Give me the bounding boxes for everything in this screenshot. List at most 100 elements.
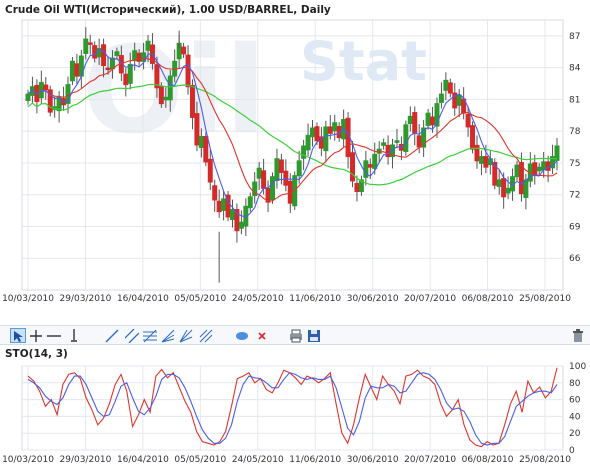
sto-y-tick-label: 0 bbox=[569, 446, 575, 454]
print-icon[interactable] bbox=[288, 328, 304, 343]
candle-down bbox=[327, 126, 333, 134]
save-icon[interactable] bbox=[306, 328, 322, 343]
candle-down bbox=[354, 182, 360, 193]
crosshair-tool-icon[interactable] bbox=[28, 328, 44, 343]
ma-mid-line bbox=[27, 58, 558, 202]
vertical-line-tool-icon[interactable] bbox=[66, 328, 82, 343]
cycle-tool-icon[interactable] bbox=[198, 328, 214, 343]
sto-x-tick-label: 16/04/2010 bbox=[116, 455, 169, 465]
price-y-tick-label: 78 bbox=[569, 127, 581, 137]
sto-x-tick-label: 20/07/2010 bbox=[404, 455, 457, 465]
candle-down bbox=[47, 89, 53, 113]
candle-up bbox=[83, 38, 89, 54]
price-y-tick-label: 72 bbox=[569, 191, 580, 201]
candle-up bbox=[536, 166, 542, 172]
candle-up bbox=[394, 140, 400, 143]
candle-up bbox=[310, 127, 316, 138]
trash-icon[interactable] bbox=[570, 328, 586, 343]
candle-up bbox=[198, 135, 204, 148]
stochastic-chart[interactable]: 100 80 60 40 20 0 bbox=[0, 358, 590, 454]
sto-x-tick-label: 06/08/2010 bbox=[461, 455, 514, 465]
candle-up bbox=[229, 209, 235, 220]
candle-down bbox=[492, 162, 498, 186]
sto-y-tick-label: 20 bbox=[569, 429, 581, 439]
candle-up bbox=[252, 181, 258, 197]
candle-up bbox=[256, 167, 262, 179]
candle-down bbox=[189, 84, 195, 118]
comment-tool-icon[interactable] bbox=[234, 328, 250, 343]
candle-up bbox=[407, 115, 413, 125]
candle-up bbox=[372, 153, 378, 169]
candle-up bbox=[434, 103, 440, 127]
price-x-tick-label: 10/03/2010 bbox=[2, 294, 54, 304]
candle-up bbox=[221, 198, 227, 211]
price-y-tick-label: 66 bbox=[569, 254, 581, 264]
candle-down bbox=[105, 67, 111, 71]
candle-down bbox=[216, 200, 222, 213]
candle-down bbox=[123, 73, 129, 86]
arc-tool-icon[interactable] bbox=[178, 328, 194, 343]
fan-tool-icon[interactable] bbox=[160, 328, 176, 343]
price-x-tick-label: 25/08/2010 bbox=[519, 294, 571, 304]
sto-d-line bbox=[27, 372, 558, 446]
candle-up bbox=[296, 160, 302, 177]
candle-up bbox=[358, 179, 364, 193]
candle-down bbox=[261, 170, 267, 189]
candle-up bbox=[332, 122, 338, 132]
candle-down bbox=[158, 85, 164, 105]
candle-up bbox=[69, 60, 75, 82]
candle-up bbox=[127, 63, 133, 84]
delete-object-icon[interactable] bbox=[254, 328, 270, 343]
candle-up bbox=[305, 134, 311, 151]
candle-up bbox=[381, 142, 387, 146]
candle-up bbox=[269, 176, 275, 201]
candle-up bbox=[478, 156, 484, 164]
trendline-tool-icon[interactable] bbox=[104, 328, 120, 343]
candle-down bbox=[367, 164, 373, 168]
candle-down bbox=[136, 52, 142, 62]
price-chart[interactable]: 87 84 81 78 75 72 69 66 bbox=[0, 16, 590, 294]
price-x-axis: 10/03/2010 29/03/2010 16/04/2010 05/05/2010… bbox=[0, 294, 590, 308]
candle-down bbox=[278, 159, 284, 173]
candle-up bbox=[238, 221, 244, 229]
sto-y-tick-label: 100 bbox=[569, 362, 586, 372]
candle-down bbox=[385, 144, 391, 158]
candle-up bbox=[274, 158, 280, 182]
candle-up bbox=[505, 187, 511, 194]
candle-down bbox=[207, 158, 213, 183]
candle-down bbox=[350, 152, 356, 182]
candle-down bbox=[483, 156, 489, 168]
sto-x-tick-label: 29/03/2010 bbox=[59, 455, 112, 465]
candle-down bbox=[181, 46, 187, 55]
candle-up bbox=[456, 94, 462, 106]
candle-up bbox=[25, 93, 31, 101]
candle-up bbox=[425, 112, 431, 126]
candle-down bbox=[283, 170, 289, 186]
channel-tool-icon[interactable] bbox=[124, 328, 140, 343]
candle-down bbox=[465, 113, 471, 128]
price-x-tick-label: 06/08/2010 bbox=[461, 294, 514, 304]
chart-title: Crude Oil WTI(Исторический), 1.00 USD/BA… bbox=[5, 4, 331, 16]
candle-down bbox=[501, 178, 507, 198]
horizontal-line-tool-icon[interactable] bbox=[46, 328, 62, 343]
sto-plot-frame bbox=[21, 365, 564, 451]
fibonacci-tool-icon[interactable] bbox=[142, 328, 158, 343]
sto-x-axis: 10/03/2010 29/03/2010 16/04/2010 05/05/2010… bbox=[0, 455, 590, 469]
sto-k-line bbox=[27, 367, 558, 448]
candle-up bbox=[421, 127, 427, 148]
candle-up bbox=[376, 148, 382, 154]
candle-down bbox=[447, 82, 453, 94]
price-y-tick-label: 84 bbox=[569, 64, 581, 74]
sto-x-tick-label: 10/03/2010 bbox=[2, 455, 54, 465]
candle-up bbox=[438, 93, 444, 103]
candle-down bbox=[194, 113, 200, 146]
price-x-tick-label: 20/07/2010 bbox=[404, 294, 457, 304]
sto-y-tick-label: 80 bbox=[569, 379, 581, 389]
pointer-tool-icon[interactable] bbox=[10, 328, 26, 343]
candle-down bbox=[234, 209, 240, 232]
drawing-toolbar bbox=[0, 325, 590, 345]
sto-x-tick-label: 11/06/2010 bbox=[289, 455, 342, 465]
candle-up bbox=[247, 196, 253, 209]
sto-x-tick-label: 30/06/2010 bbox=[346, 455, 399, 465]
price-x-tick-label: 24/05/2010 bbox=[231, 294, 284, 304]
